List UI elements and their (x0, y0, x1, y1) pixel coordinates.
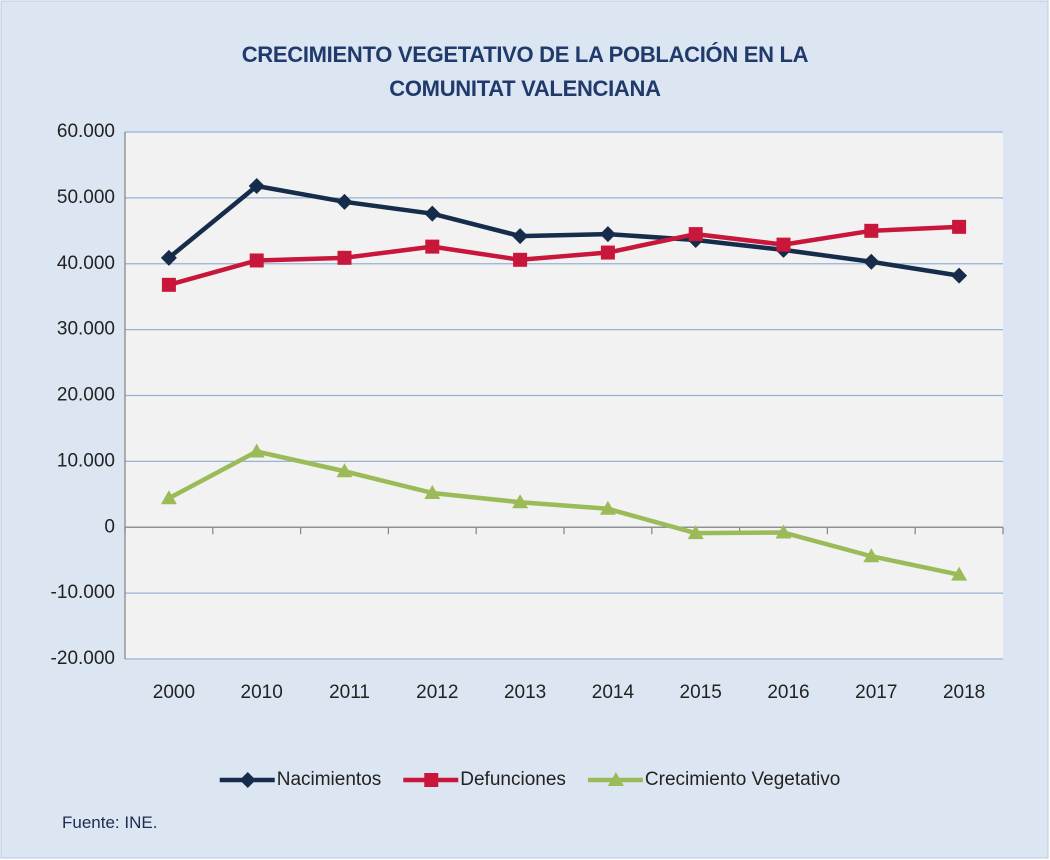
marker-diamond (512, 228, 529, 245)
legend-label: Defunciones (460, 769, 566, 790)
marker-diamond (336, 193, 353, 210)
marker-triangle (512, 494, 529, 509)
y-tick-label: 10.000 (57, 450, 115, 471)
marker-square (513, 252, 528, 267)
marker-triangle (160, 490, 177, 505)
marker-square (424, 773, 439, 787)
x-tick-label: 2012 (416, 682, 458, 703)
legend-label: Nacimientos (277, 769, 382, 790)
x-tick-label: 2014 (592, 682, 635, 703)
marker-diamond (599, 226, 616, 243)
series-line (168, 224, 960, 287)
legend-label: Crecimiento Vegetativo (645, 769, 840, 790)
x-tick-label: 2018 (943, 682, 985, 703)
x-tick-label: 2017 (855, 682, 897, 703)
marker-diamond (160, 249, 177, 266)
marker-triangle (863, 548, 880, 563)
marker-triangle (599, 500, 616, 515)
marker-square (776, 237, 791, 252)
y-tick-label: 30.000 (57, 319, 115, 340)
y-tick-label: 60.000 (57, 121, 115, 142)
marker-triangle (248, 443, 265, 458)
marker-diamond (863, 253, 880, 270)
marker-square (600, 245, 615, 260)
y-tick-label: 50.000 (57, 187, 115, 208)
marker-square (952, 219, 967, 234)
y-tick-label: 40.000 (57, 253, 115, 274)
x-tick-label: 2013 (504, 682, 546, 703)
x-tick-label: 2010 (241, 682, 283, 703)
marker-diamond (951, 267, 968, 284)
chart-title: CRECIMIENTO VEGETATIVO DE LA POBLACIÓN E… (241, 42, 809, 101)
marker-triangle (687, 525, 704, 540)
y-tick-label: -10.000 (51, 582, 115, 603)
marker-triangle (951, 566, 968, 581)
marker-square (425, 239, 440, 254)
legend: Nacimientos Defunciones Crecimiento Vegeta… (219, 769, 840, 790)
x-tick-label: 2015 (680, 682, 722, 703)
x-tick-label: 2016 (767, 682, 809, 703)
y-tick-label: 20.000 (57, 385, 115, 406)
series-line (167, 449, 960, 577)
marker-triangle (607, 772, 624, 786)
marker-square (864, 223, 879, 238)
marker-triangle (336, 463, 353, 478)
y-tick-label: -20.000 (51, 648, 115, 669)
x-tick-label: 2011 (329, 682, 370, 703)
series-line (167, 183, 960, 278)
marker-square (161, 277, 176, 292)
marker-diamond (424, 205, 441, 222)
marker-diamond (248, 178, 265, 195)
marker-triangle (424, 484, 441, 499)
marker-square (688, 227, 703, 242)
y-tick-label: 0 (104, 516, 115, 537)
source-note: Fuente: INE. (62, 813, 158, 832)
x-tick-label: 2000 (153, 682, 195, 703)
marker-square (249, 253, 264, 268)
marker-diamond (239, 772, 256, 788)
marker-triangle (775, 524, 792, 539)
marker-square (337, 250, 352, 265)
